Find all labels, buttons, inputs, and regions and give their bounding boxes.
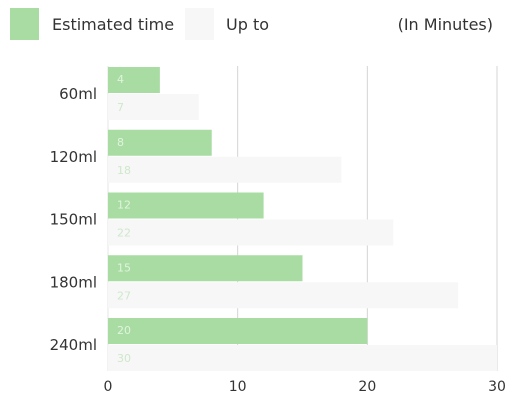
data-label-up-to-120ml: 18 — [117, 164, 131, 177]
y-tick-label-120ml: 120ml — [50, 148, 97, 166]
data-label-estimated-150ml: 12 — [117, 199, 131, 212]
x-tick-label-20: 20 — [358, 379, 376, 394]
bar-up-to-180ml[interactable] — [108, 282, 459, 309]
bar-up-to-240ml[interactable] — [108, 345, 497, 371]
legend-label-estimated: Estimated time — [52, 15, 174, 34]
data-label-up-to-150ml: 22 — [117, 227, 131, 240]
y-tick-label-180ml: 180ml — [50, 273, 97, 291]
y-tick-label-150ml: 150ml — [50, 211, 97, 229]
data-label-up-to-240ml: 30 — [117, 352, 131, 365]
data-label-estimated-180ml: 15 — [117, 261, 131, 274]
data-label-up-to-180ml: 27 — [117, 289, 131, 302]
bar-estimated-120ml[interactable] — [108, 129, 212, 156]
data-label-estimated-60ml: 4 — [117, 73, 124, 86]
bar-up-to-60ml[interactable] — [108, 94, 199, 120]
data-label-estimated-120ml: 8 — [117, 136, 124, 149]
bar-estimated-60ml[interactable] — [108, 67, 160, 93]
bar-estimated-240ml[interactable] — [108, 318, 368, 344]
legend-swatch-up-to — [185, 8, 214, 40]
y-tick-label-240ml: 240ml — [50, 336, 97, 354]
y-tick-label-60ml: 60ml — [59, 85, 97, 103]
data-label-up-to-60ml: 7 — [117, 101, 124, 114]
x-tick-label-0: 0 — [104, 379, 113, 394]
bar-up-to-120ml[interactable] — [108, 156, 342, 183]
bar-up-to-150ml[interactable] — [108, 219, 394, 246]
bar-estimated-150ml[interactable] — [108, 192, 264, 219]
legend-swatch-estimated — [10, 8, 39, 40]
bar-estimated-180ml[interactable] — [108, 255, 303, 282]
x-tick-label-30: 30 — [488, 379, 506, 394]
data-label-estimated-240ml: 20 — [117, 324, 131, 337]
x-tick-label-10: 10 — [229, 379, 247, 394]
unit-note: (In Minutes) — [398, 15, 493, 34]
legend-label-up-to: Up to — [226, 15, 269, 34]
